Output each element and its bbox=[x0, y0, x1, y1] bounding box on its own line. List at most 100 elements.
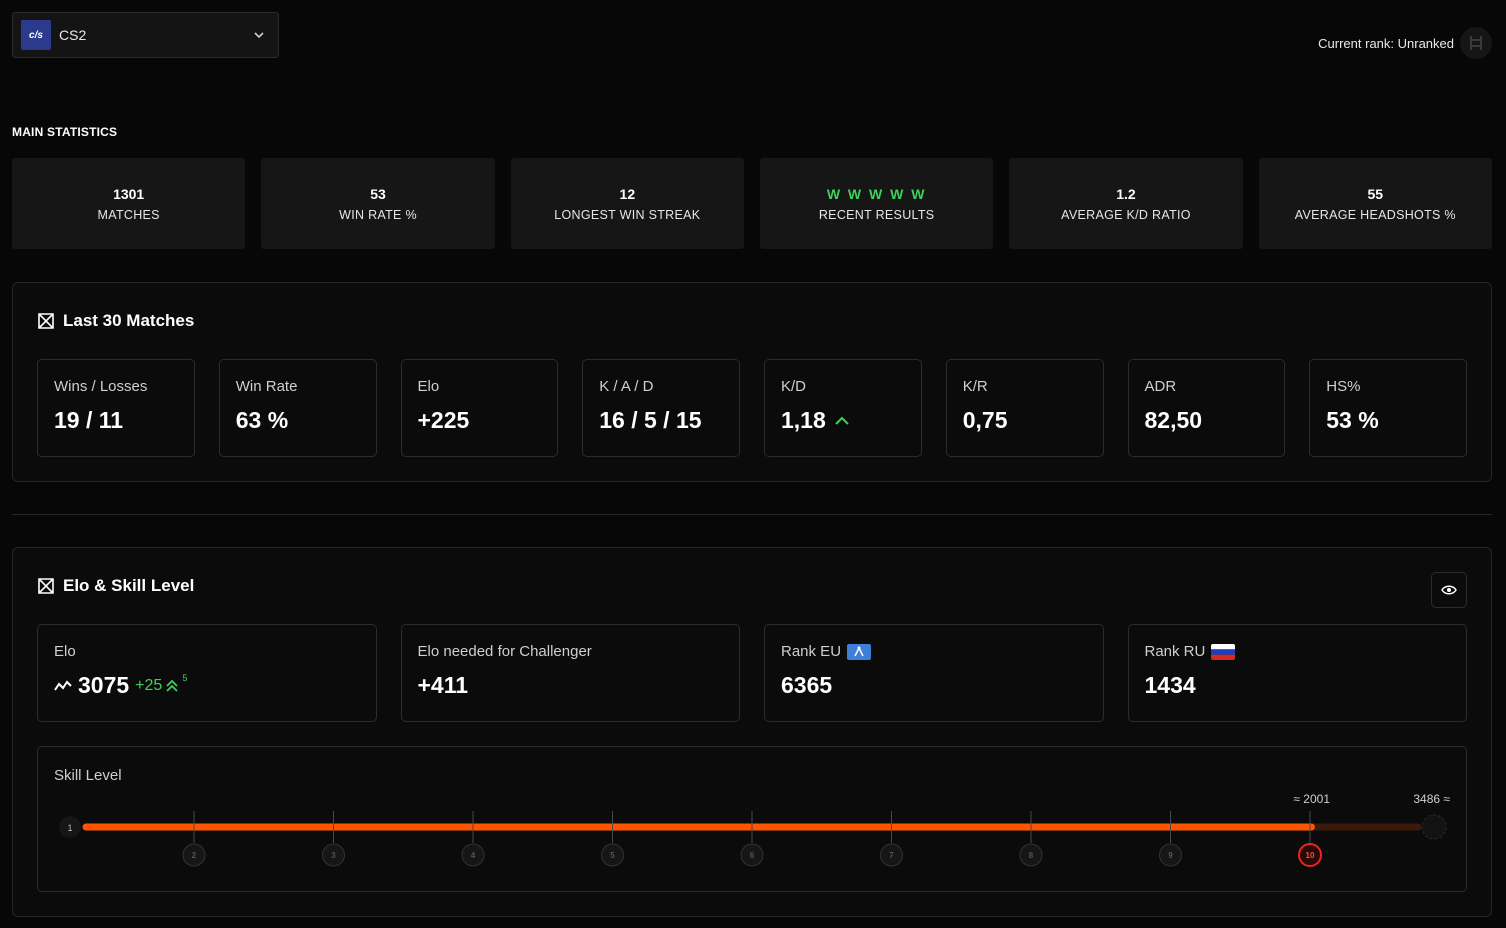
stat-card-kd-ratio: 1.2 AVERAGE K/D RATIO bbox=[1009, 158, 1243, 249]
panel-title: Last 30 Matches bbox=[37, 311, 194, 331]
chevron-up-icon bbox=[835, 416, 849, 425]
level-badge-10 bbox=[1298, 843, 1322, 867]
kr-value: 0,75 bbox=[962, 407, 1008, 433]
card-value: 0,75 bbox=[963, 407, 1087, 434]
eye-icon bbox=[1441, 585, 1457, 595]
level-label: 2 bbox=[192, 851, 197, 860]
card-value: +411 bbox=[418, 672, 724, 699]
level-label: 6 bbox=[750, 851, 755, 860]
stat-card-longest-streak: 12 LONGEST WIN STREAK bbox=[510, 158, 744, 249]
challenger-value: +411 bbox=[417, 672, 469, 698]
level-badge-3 bbox=[322, 843, 345, 867]
main-statistics-row: 1301 MATCHES 53 WIN RATE % 12 LONGEST WI… bbox=[12, 158, 1492, 249]
card-value: 53 % bbox=[1326, 407, 1450, 434]
elo-delta-value: +25 bbox=[135, 676, 163, 694]
card-label: K/R bbox=[962, 378, 988, 395]
win-rate-card: Win Rate 63 % bbox=[218, 359, 377, 457]
panel-title: Elo & Skill Level bbox=[37, 576, 194, 596]
card-value: 3075 +25 5 bbox=[54, 672, 360, 699]
kd-value: 1,18 bbox=[781, 407, 826, 433]
elo-skill-title: Elo & Skill Level bbox=[63, 576, 195, 595]
card-label: K/D bbox=[781, 378, 807, 395]
elo-skill-panel: Elo & Skill Level Elo 3075 +25 5 Elo bbox=[12, 547, 1492, 917]
elo-streak-count: 5 bbox=[182, 672, 188, 683]
level-badge-2 bbox=[182, 843, 206, 867]
level-label: 7 bbox=[889, 851, 894, 860]
card-label: HS% bbox=[1326, 378, 1361, 395]
elo-value: 3075 bbox=[78, 672, 130, 698]
elo-change-card: Elo +225 bbox=[400, 359, 559, 457]
faceit-logo-icon bbox=[38, 313, 54, 329]
card-label: Elo bbox=[417, 378, 440, 395]
card-label: Win Rate bbox=[235, 378, 298, 395]
adr-card: ADR 82,50 bbox=[1127, 359, 1286, 457]
stat-label: RECENT RESULTS bbox=[818, 207, 935, 222]
stat-card-win-rate: 53 WIN RATE % bbox=[261, 158, 495, 249]
skill-level-label: Skill Level bbox=[54, 767, 122, 784]
elo-card: Elo 3075 +25 5 bbox=[37, 624, 377, 722]
kad-value: 16 / 5 / 15 bbox=[599, 407, 702, 433]
challenger-badge-icon bbox=[1421, 814, 1447, 840]
game-select-dropdown[interactable]: c/s CS2 bbox=[12, 12, 279, 58]
hs-card: HS% 53 % bbox=[1309, 359, 1467, 457]
hs-value: 53 % bbox=[1326, 407, 1379, 433]
level-badge-5 bbox=[601, 843, 624, 867]
double-chevron-up-icon bbox=[166, 679, 178, 692]
rank-ru-label: Rank RU bbox=[1144, 643, 1206, 660]
card-value: 82,50 bbox=[1145, 407, 1269, 434]
last-30-title: Last 30 Matches bbox=[63, 311, 195, 330]
faceit-logo-icon bbox=[38, 578, 54, 594]
elo-cards: Elo 3075 +25 5 Elo needed for Challenger… bbox=[37, 624, 1467, 722]
stat-card-matches: 1301 MATCHES bbox=[12, 158, 246, 249]
card-label: Elo bbox=[54, 643, 76, 660]
level-label: 9 bbox=[1168, 851, 1173, 860]
stat-value: 12 bbox=[619, 185, 636, 202]
rank-eu-label: Rank EU bbox=[781, 643, 842, 660]
stat-value: 1.2 bbox=[1116, 185, 1136, 202]
level-10-threshold: ≈ 2001 bbox=[1293, 792, 1330, 806]
game-name: CS2 bbox=[59, 27, 87, 43]
current-rank: Current rank: Unranked bbox=[1318, 27, 1492, 59]
card-value: 1434 bbox=[1145, 672, 1451, 699]
card-value: 1,18 bbox=[781, 407, 905, 434]
wins-losses-value: 19 / 11 bbox=[54, 407, 124, 433]
stat-value: 53 bbox=[370, 185, 386, 202]
stat-card-recent-results: W W W W W RECENT RESULTS bbox=[759, 158, 994, 249]
level-badge-8 bbox=[1019, 843, 1043, 867]
skill-level-track: 1 2 3 4 5 6 7 8 9 10 ≈ 2001 3486 ≈ bbox=[59, 792, 1450, 867]
recent-results-value: W W W W W bbox=[826, 185, 927, 202]
card-label: Wins / Losses bbox=[54, 378, 148, 395]
last-30-cards: Wins / Losses 19 / 11 Win Rate 63 % Elo … bbox=[37, 359, 1467, 457]
stat-value: 55 bbox=[1367, 185, 1384, 202]
stat-label: MATCHES bbox=[97, 207, 160, 222]
stat-label: LONGEST WIN STREAK bbox=[554, 207, 701, 222]
ru-flag-icon bbox=[1211, 643, 1236, 660]
card-label: Rank RU bbox=[1145, 643, 1451, 660]
toggle-visibility-button[interactable] bbox=[1431, 572, 1467, 608]
card-label: Rank EU bbox=[781, 643, 1087, 660]
card-label: Elo needed for Challenger bbox=[417, 643, 592, 660]
stat-value: 1301 bbox=[113, 185, 145, 202]
stat-card-headshots: 55 AVERAGE HEADSHOTS % bbox=[1258, 158, 1492, 249]
last-30-matches-panel: Last 30 Matches Wins / Losses 19 / 11 Wi… bbox=[12, 282, 1492, 482]
kd-card: K/D 1,18 bbox=[764, 359, 922, 457]
kad-card: K / A / D 16 / 5 / 15 bbox=[582, 359, 740, 457]
level-badge-1 bbox=[59, 816, 81, 838]
level-label: 4 bbox=[471, 851, 476, 860]
level-label: 3 bbox=[331, 851, 336, 860]
rank-ru-card: Rank RU 1434 bbox=[1127, 624, 1467, 722]
current-rank-text: Current rank: Unranked bbox=[1318, 35, 1454, 51]
level-label: 5 bbox=[610, 851, 615, 860]
chevron-down-icon bbox=[254, 32, 264, 39]
level-label: 8 bbox=[1029, 851, 1034, 860]
card-value: +225 bbox=[418, 407, 542, 434]
rank-eu-card: Rank EU 6365 bbox=[764, 624, 1104, 722]
adr-value: 82,50 bbox=[1144, 407, 1203, 433]
main-statistics-title: MAIN STATISTICS bbox=[12, 125, 118, 139]
stat-label: AVERAGE HEADSHOTS % bbox=[1294, 207, 1456, 222]
skill-level-card: Skill Level 1 2 3 4 5 6 7 8 9 10 ≈ 2001 3486 ≈ bbox=[37, 746, 1467, 892]
card-label: K / A / D bbox=[599, 378, 654, 395]
elo-delta: +25 5 bbox=[135, 673, 187, 695]
win-rate-value: 63 % bbox=[235, 407, 289, 433]
